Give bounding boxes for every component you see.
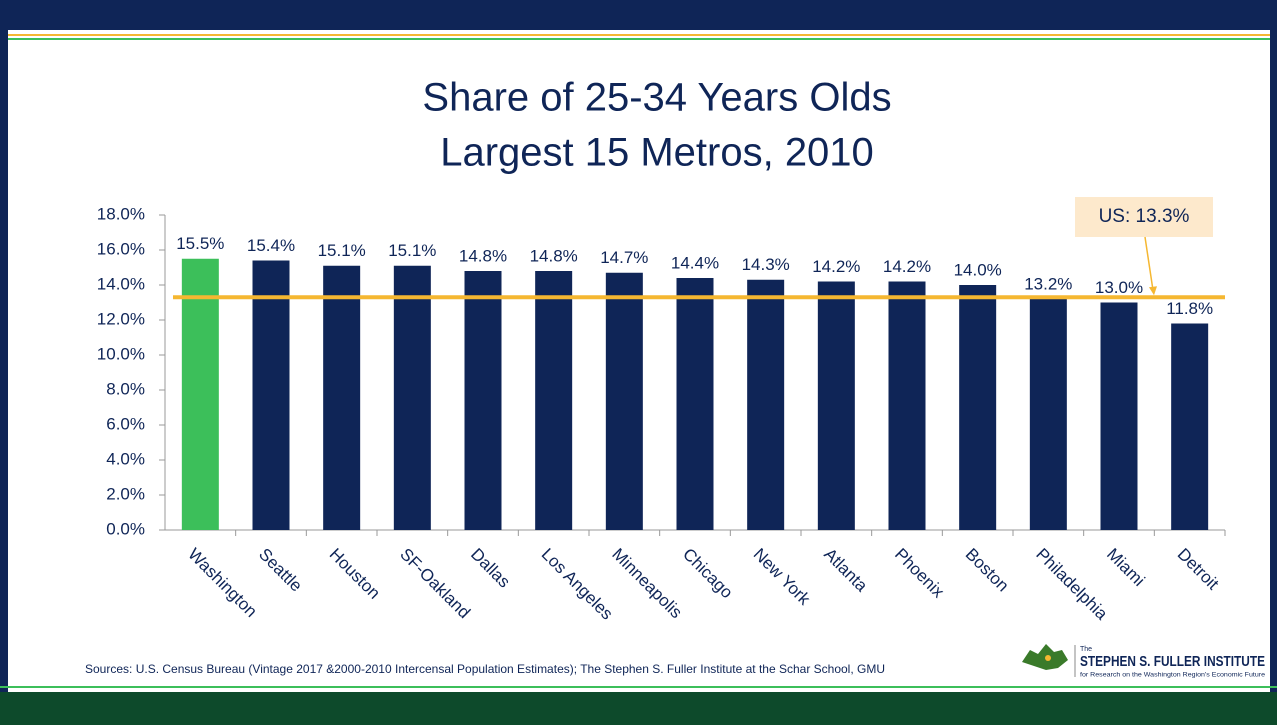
logo-small: The [1080, 646, 1092, 653]
y-tick-label: 6.0% [106, 414, 145, 433]
value-label: 14.4% [671, 253, 719, 272]
value-label: 15.1% [318, 241, 366, 260]
top-rule [0, 34, 1277, 36]
value-label: 13.2% [1024, 274, 1072, 293]
top-rule [0, 38, 1277, 40]
annotation-arrow [1144, 236, 1154, 291]
value-label: 15.4% [247, 236, 295, 255]
bar [888, 281, 926, 530]
chart-title: Share of 25-34 Years Olds [422, 76, 891, 120]
annotation-box [1075, 197, 1213, 237]
value-label: 13.0% [1095, 278, 1143, 297]
bottom-rule [0, 686, 1277, 688]
logo-icon [1022, 644, 1068, 670]
y-tick-label: 14.0% [97, 274, 145, 293]
bar [535, 271, 573, 530]
logo: The STEPHEN S. FULLER INSTITUTE for Rese… [1022, 644, 1266, 679]
bar [1100, 302, 1138, 530]
value-label: 14.7% [600, 248, 648, 267]
bar [181, 258, 219, 530]
bar [676, 278, 714, 530]
bar [1029, 299, 1067, 530]
bar [747, 279, 785, 530]
annotation-arrowhead [1149, 286, 1157, 296]
logo-name: STEPHEN S. FULLER INSTITUTE [1080, 653, 1265, 670]
bar [323, 265, 361, 530]
source-note: Sources: U.S. Census Bureau (Vintage 201… [85, 662, 885, 676]
logo-dot [1045, 655, 1051, 661]
value-label: 14.3% [742, 255, 790, 274]
y-tick-label: 8.0% [106, 379, 145, 398]
y-tick-label: 0.0% [106, 519, 145, 538]
bar [252, 260, 290, 530]
value-label: 15.1% [388, 241, 436, 260]
logo-tagline: for Research on the Washington Region's … [1080, 673, 1266, 679]
value-label: 14.2% [883, 257, 931, 276]
y-tick-label: 16.0% [97, 239, 145, 258]
bar [1171, 323, 1209, 530]
right-border [1270, 0, 1277, 725]
value-label: 14.8% [530, 246, 578, 265]
bar [464, 271, 502, 530]
bottom-band [0, 692, 1277, 725]
y-tick-label: 4.0% [106, 449, 145, 468]
y-tick-label: 10.0% [97, 344, 145, 363]
y-tick-label: 12.0% [97, 309, 145, 328]
left-border [0, 0, 8, 725]
value-label: 15.5% [176, 234, 224, 253]
value-label: 14.8% [459, 246, 507, 265]
y-tick-label: 2.0% [106, 484, 145, 503]
value-label: 14.0% [954, 260, 1002, 279]
annotation-label: US: 13.3% [1099, 206, 1190, 227]
value-label: 14.2% [812, 257, 860, 276]
chart-subtitle: Largest 15 Metros, 2010 [440, 131, 874, 175]
value-label: 11.8% [1166, 299, 1213, 318]
bar [605, 272, 643, 530]
bar [817, 281, 855, 530]
bar [959, 285, 997, 530]
y-tick-label: 18.0% [97, 204, 145, 223]
bar [393, 265, 431, 530]
top-band [0, 0, 1277, 30]
